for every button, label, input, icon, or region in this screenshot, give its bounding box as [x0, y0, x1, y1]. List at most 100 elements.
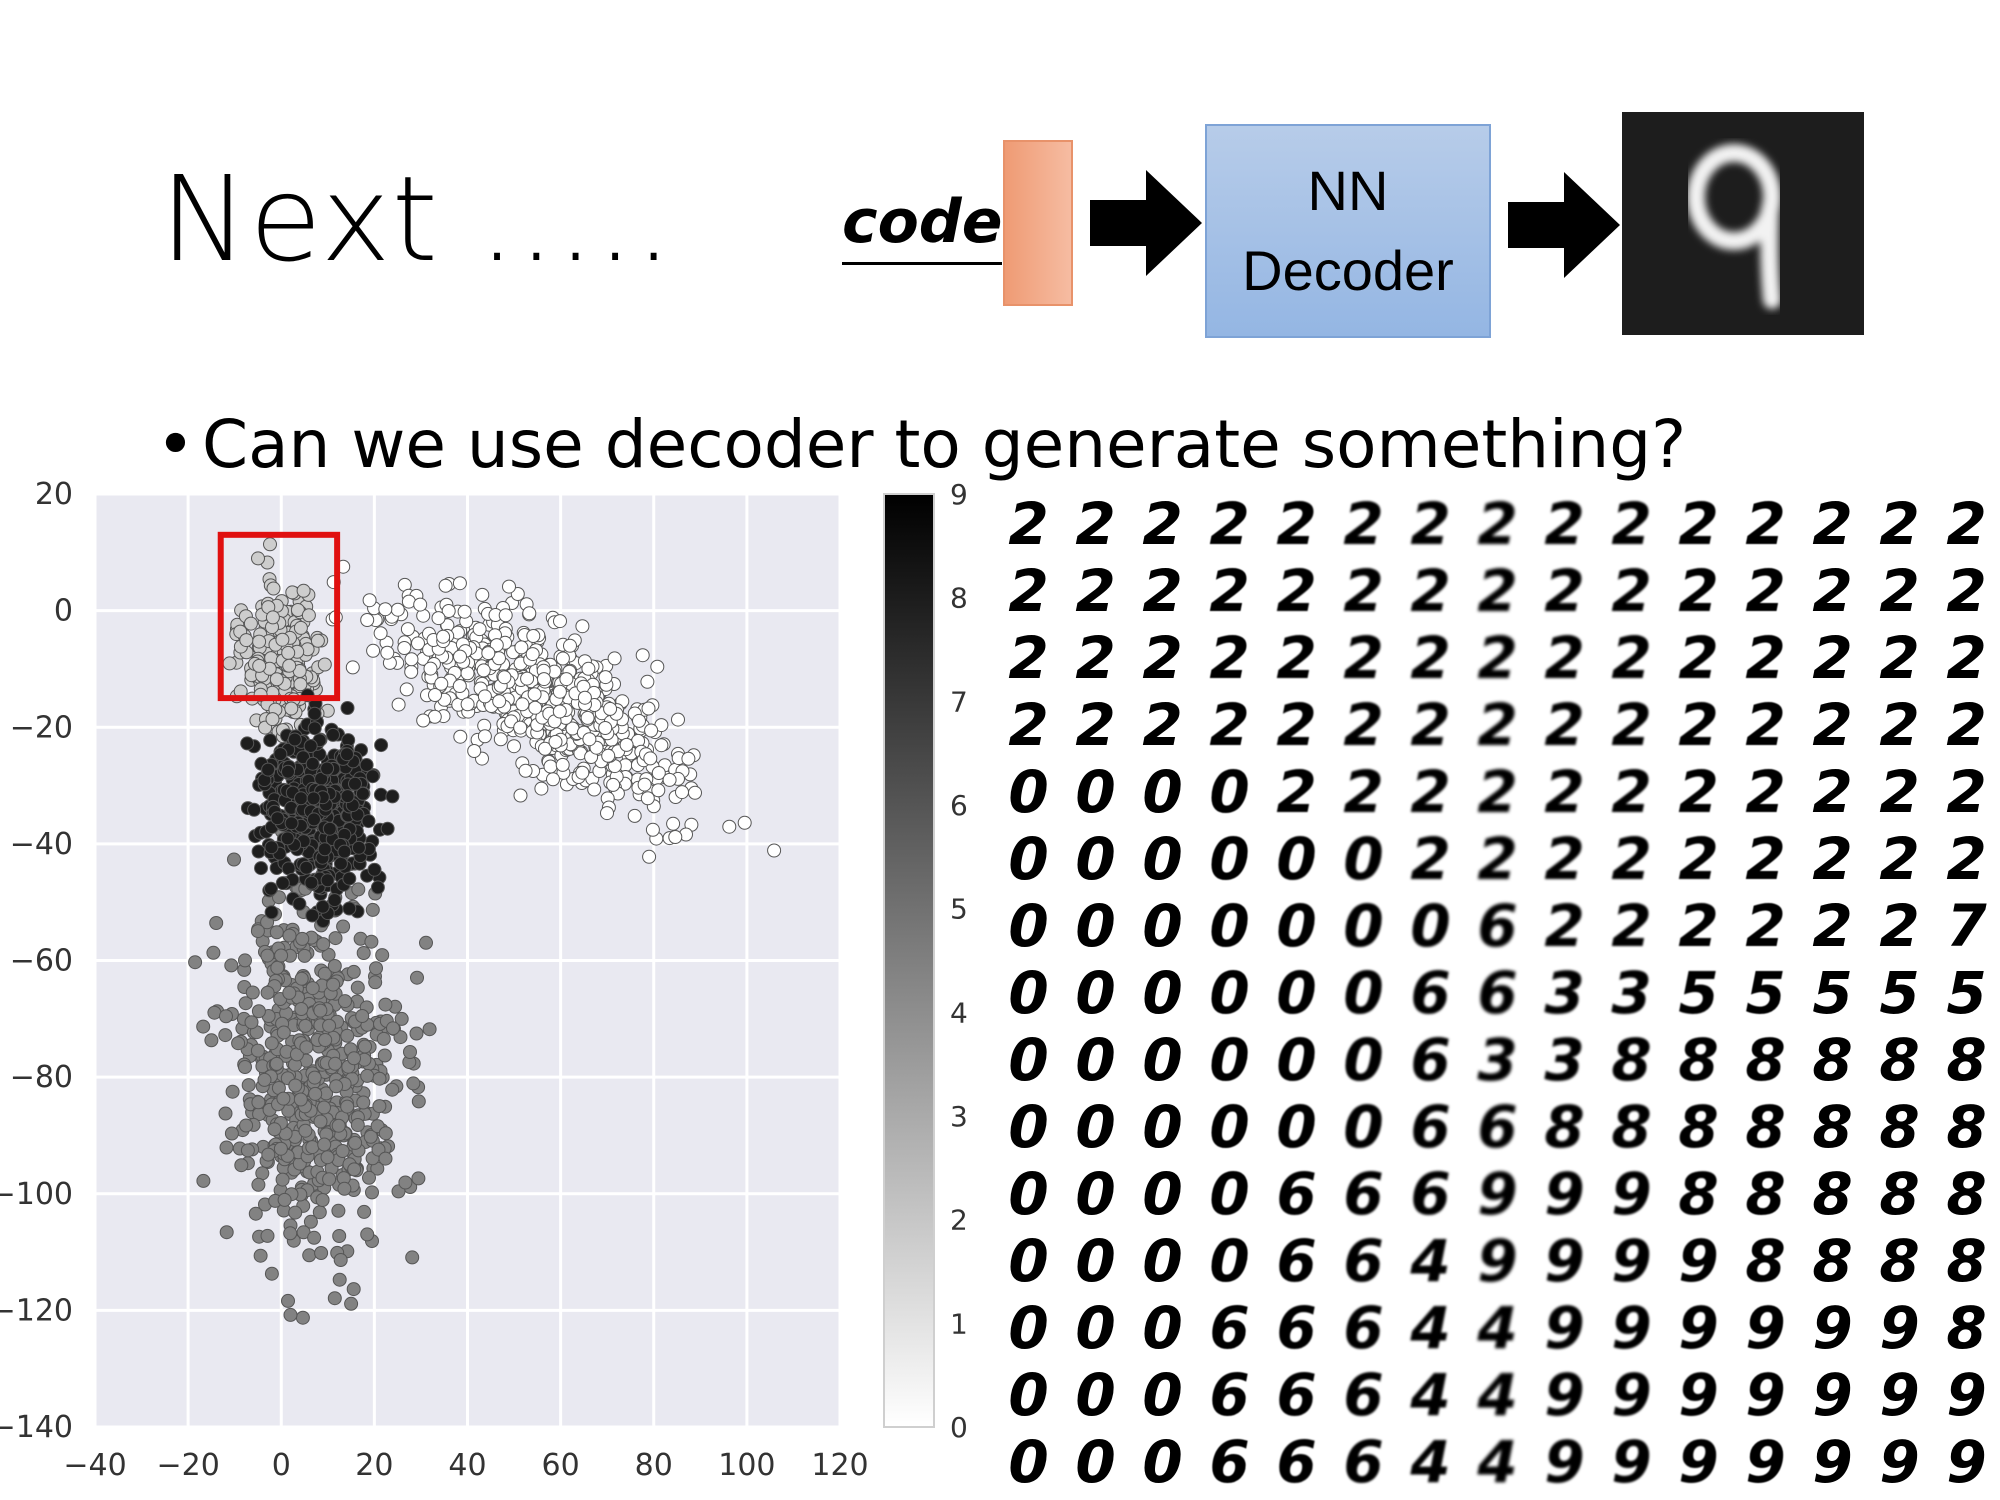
data-point	[513, 720, 528, 735]
data-point	[376, 1031, 391, 1046]
generated-digit: 0	[1142, 1025, 1183, 1094]
x-tick-label: −40	[63, 1448, 126, 1483]
generated-digit: 9	[1678, 1427, 1719, 1496]
data-point	[275, 876, 290, 891]
generated-digit: 0	[1142, 891, 1183, 960]
generated-digit: 9	[1611, 1293, 1652, 1362]
data-point	[513, 788, 528, 803]
data-point	[423, 661, 438, 676]
generated-digit: 2	[1410, 556, 1451, 625]
generated-digit: 2	[1075, 490, 1116, 558]
generated-digit: 2	[1678, 690, 1719, 759]
arrow-right-icon	[1508, 172, 1620, 278]
colorbar: 9 8 7 6 5 4 3 2 1 0	[883, 478, 968, 1444]
generated-digit: 2	[1879, 556, 1920, 625]
generated-digit: 9	[1812, 1427, 1853, 1496]
data-point	[250, 1043, 265, 1058]
data-point	[299, 860, 314, 875]
y-tick-label: 0	[54, 594, 73, 629]
data-point	[373, 626, 388, 641]
generated-digit: 0	[1008, 891, 1049, 960]
data-point	[204, 1033, 219, 1048]
generated-digit: 2	[1745, 556, 1786, 625]
data-point	[581, 661, 596, 676]
data-point	[365, 1185, 379, 1200]
generated-digit: 4	[1477, 1427, 1518, 1496]
y-tick-label: −120	[0, 1293, 73, 1328]
generated-digit: 8	[1544, 1092, 1585, 1161]
data-point	[231, 1036, 246, 1051]
data-point	[365, 902, 380, 917]
data-point	[225, 1084, 240, 1099]
data-point	[253, 1248, 268, 1263]
data-point	[546, 772, 560, 787]
generated-digit: 9	[1946, 1427, 1987, 1496]
generated-digit: 2	[1075, 690, 1116, 759]
generated-digit: 8	[1812, 1226, 1853, 1295]
generated-digit: 2	[1477, 824, 1518, 893]
data-point	[317, 657, 332, 672]
generated-digit: 2	[1477, 757, 1518, 826]
data-point	[362, 593, 377, 608]
data-point	[282, 928, 297, 943]
generated-digit: 8	[1879, 1025, 1920, 1094]
data-point	[378, 997, 393, 1012]
generated-digit: 8	[1812, 1092, 1853, 1161]
data-point	[355, 786, 370, 801]
generated-digit: 3	[1477, 1025, 1518, 1094]
data-point	[297, 948, 312, 963]
generated-digit: 2	[1879, 623, 1920, 692]
generated-digit: 9	[1477, 1159, 1518, 1228]
generated-digit: 6	[1343, 1159, 1384, 1228]
colorbar-gradient	[883, 493, 935, 1428]
data-point	[333, 856, 348, 871]
generated-digit: 2	[1611, 757, 1652, 826]
generated-digit: 0	[1410, 891, 1451, 960]
data-point	[263, 733, 278, 748]
generated-digit: 2	[1678, 757, 1719, 826]
data-point	[355, 1009, 370, 1023]
generated-digit: 2	[1812, 824, 1853, 893]
data-point	[666, 816, 681, 831]
data-point	[342, 871, 357, 886]
data-point	[515, 697, 530, 712]
generated-digit: 4	[1410, 1226, 1451, 1295]
generated-digit: 0	[1142, 1360, 1183, 1429]
generated-digit: 2	[1678, 623, 1719, 692]
data-point	[404, 664, 419, 679]
generated-digit: 8	[1745, 1159, 1786, 1228]
data-point	[294, 1002, 309, 1016]
generated-digit: 8	[1946, 1293, 1987, 1362]
generated-digit: 5	[1678, 958, 1719, 1027]
generated-digit: 0	[1209, 891, 1250, 960]
data-point	[196, 1173, 211, 1188]
data-point	[722, 819, 737, 834]
data-point	[284, 701, 299, 716]
data-point	[378, 1151, 393, 1166]
generated-digit: 0	[1209, 757, 1250, 826]
generated-digit: 8	[1812, 1159, 1853, 1228]
generated-digit: 8	[1812, 1025, 1853, 1094]
data-point	[377, 1048, 392, 1063]
data-point	[274, 948, 289, 963]
data-point	[305, 908, 320, 923]
generated-digit: 2	[1611, 891, 1652, 960]
data-point	[306, 791, 321, 806]
data-point	[467, 744, 482, 758]
data-point	[305, 1140, 320, 1155]
data-point	[332, 1229, 347, 1243]
data-point	[575, 765, 590, 780]
generated-digit: 0	[1075, 757, 1116, 826]
data-point	[317, 1100, 331, 1115]
data-point	[472, 622, 487, 637]
data-point	[654, 738, 669, 753]
data-point	[534, 781, 549, 796]
generated-digit: 2	[1879, 824, 1920, 893]
data-point	[295, 1310, 310, 1325]
generated-digit: 2	[1745, 891, 1786, 960]
generated-digit: 0	[1276, 958, 1317, 1027]
data-point	[265, 610, 280, 625]
generated-digit: 9	[1812, 1360, 1853, 1429]
data-point	[251, 1177, 266, 1192]
data-point	[603, 701, 618, 716]
